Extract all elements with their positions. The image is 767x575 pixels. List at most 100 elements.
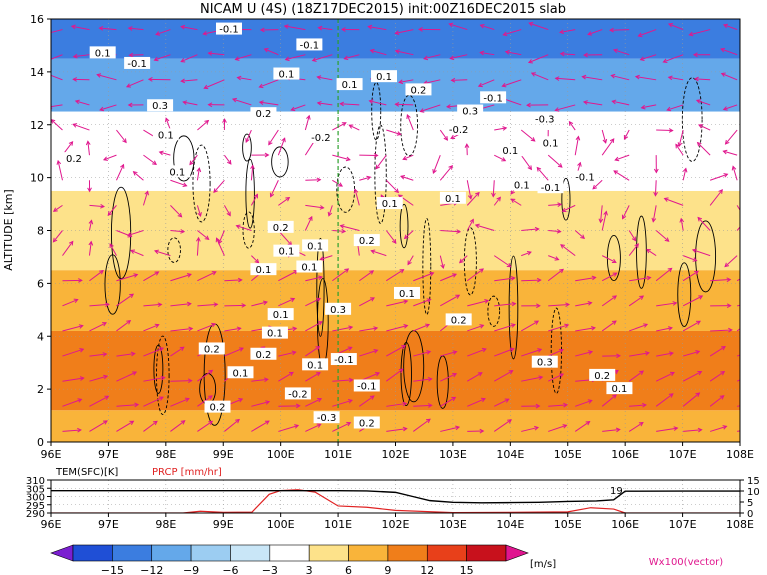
w-contour [156, 335, 170, 415]
contour-label: 0.1 [543, 138, 559, 149]
contour-label: 0.1 [233, 368, 249, 379]
contour-label: -0.3 [317, 413, 337, 424]
wind-vector [107, 205, 117, 216]
wind-vector-head [153, 56, 159, 62]
wind-vector-head [668, 393, 674, 398]
wind-vector [62, 241, 74, 256]
wind-vector [667, 104, 684, 111]
wind-vector-head [317, 321, 323, 326]
wind-vector-head [645, 248, 651, 254]
wind-vector-head [639, 56, 645, 61]
contour-label-bg [571, 170, 598, 183]
wind-vector-head [534, 425, 540, 431]
wind-vector-head [481, 347, 487, 353]
wind-vector-head [98, 26, 104, 31]
x-tick-label: 100E [267, 448, 295, 461]
wind-vector-head [306, 114, 311, 120]
wind-vector [655, 393, 674, 407]
wind-vector-head [425, 418, 431, 424]
u-band [51, 270, 740, 331]
wind-vector [304, 216, 313, 231]
wind-vector-head [217, 239, 223, 245]
wind-vector-head [698, 124, 704, 129]
wind-vector [601, 394, 617, 407]
wind-vector [682, 320, 701, 332]
wind-vector [278, 372, 294, 382]
wind-vector [592, 179, 603, 190]
wind-vector-head [369, 270, 375, 275]
wind-vector [732, 166, 738, 181]
wind-vector [494, 127, 507, 131]
wind-vector-head [100, 203, 106, 209]
contour-label-bg [353, 379, 380, 392]
prcp-legend-label: PRCP [mm/hr] [152, 467, 222, 478]
contour-label-bg [508, 178, 535, 191]
wind-vector [655, 230, 670, 242]
wind-vector-head [373, 348, 379, 354]
surface-x-tick-label: 106E [611, 518, 639, 531]
wind-vector-head [79, 347, 85, 353]
wind-vector [467, 372, 483, 382]
wind-vector [305, 297, 321, 307]
tem-legend-label: TEM(SFC)[K] [55, 467, 118, 478]
contour-label-bg [457, 104, 484, 117]
wind-vector-head [134, 402, 140, 408]
wind-vector-head [99, 269, 104, 275]
wind-vector-head [319, 205, 325, 210]
wind-vector-head [254, 258, 260, 264]
wind-vector [251, 378, 268, 382]
wind-vector-head [510, 198, 516, 203]
prcp-line [51, 489, 740, 513]
contour-label: 0.1 [376, 72, 392, 83]
wind-vector [170, 398, 190, 407]
wind-vector [723, 24, 738, 31]
wind-vector-head [536, 166, 542, 172]
surface-x-tick-label: 108E [726, 518, 754, 531]
w-contour [508, 255, 519, 360]
wind-vector [440, 351, 457, 357]
wind-vector [582, 76, 603, 81]
wind-vector-head [79, 376, 85, 381]
wind-vector-head [125, 83, 131, 88]
surface-panel: TEM(SFC)[K] PRCP [mm/hr] 19 96E 97E 98E 99E… [26, 467, 760, 531]
wind-vector-head [394, 30, 400, 35]
wind-vector-head [391, 238, 397, 244]
wind-vector [126, 79, 144, 88]
wind-vector [531, 72, 549, 81]
wind-vector-head [403, 324, 409, 329]
wind-vector-head [130, 249, 136, 254]
wind-vector [548, 373, 564, 382]
x-tick-label: 108E [726, 448, 754, 461]
wind-vector [332, 326, 353, 332]
contour-label-bg [405, 83, 432, 96]
wind-vector-head [153, 249, 160, 255]
wind-vector [386, 129, 401, 135]
wind-vector-layer [51, 21, 740, 434]
contour-label: 0.2 [273, 223, 289, 234]
wind-vector-head [504, 398, 510, 403]
wind-vector-head [152, 420, 158, 426]
wind-vector-head [666, 106, 672, 112]
wind-vector-head [102, 352, 108, 357]
wind-vector-head [262, 300, 268, 306]
wind-vector-head [120, 163, 125, 169]
wind-vector-head [612, 394, 617, 399]
wind-vector-head [127, 26, 133, 31]
wind-vector-head [679, 217, 685, 223]
colorbar-swatch [112, 544, 153, 562]
wind-vector-head [554, 107, 560, 112]
wind-vector-head [720, 47, 726, 53]
colorbar-label: −3 [262, 564, 278, 575]
wind-vector-head [575, 135, 581, 141]
wind-vector [224, 279, 242, 282]
wind-vector-head [316, 372, 321, 377]
wind-vector [328, 205, 333, 216]
wind-vector [480, 24, 495, 31]
wind-vector-head [455, 425, 461, 431]
wind-vector [610, 29, 630, 31]
wind-vector [181, 54, 198, 63]
wind-vector-head [128, 52, 134, 58]
wind-vector-head [427, 376, 433, 382]
wind-vector [370, 49, 387, 56]
colorbar-label: −15 [101, 564, 124, 575]
